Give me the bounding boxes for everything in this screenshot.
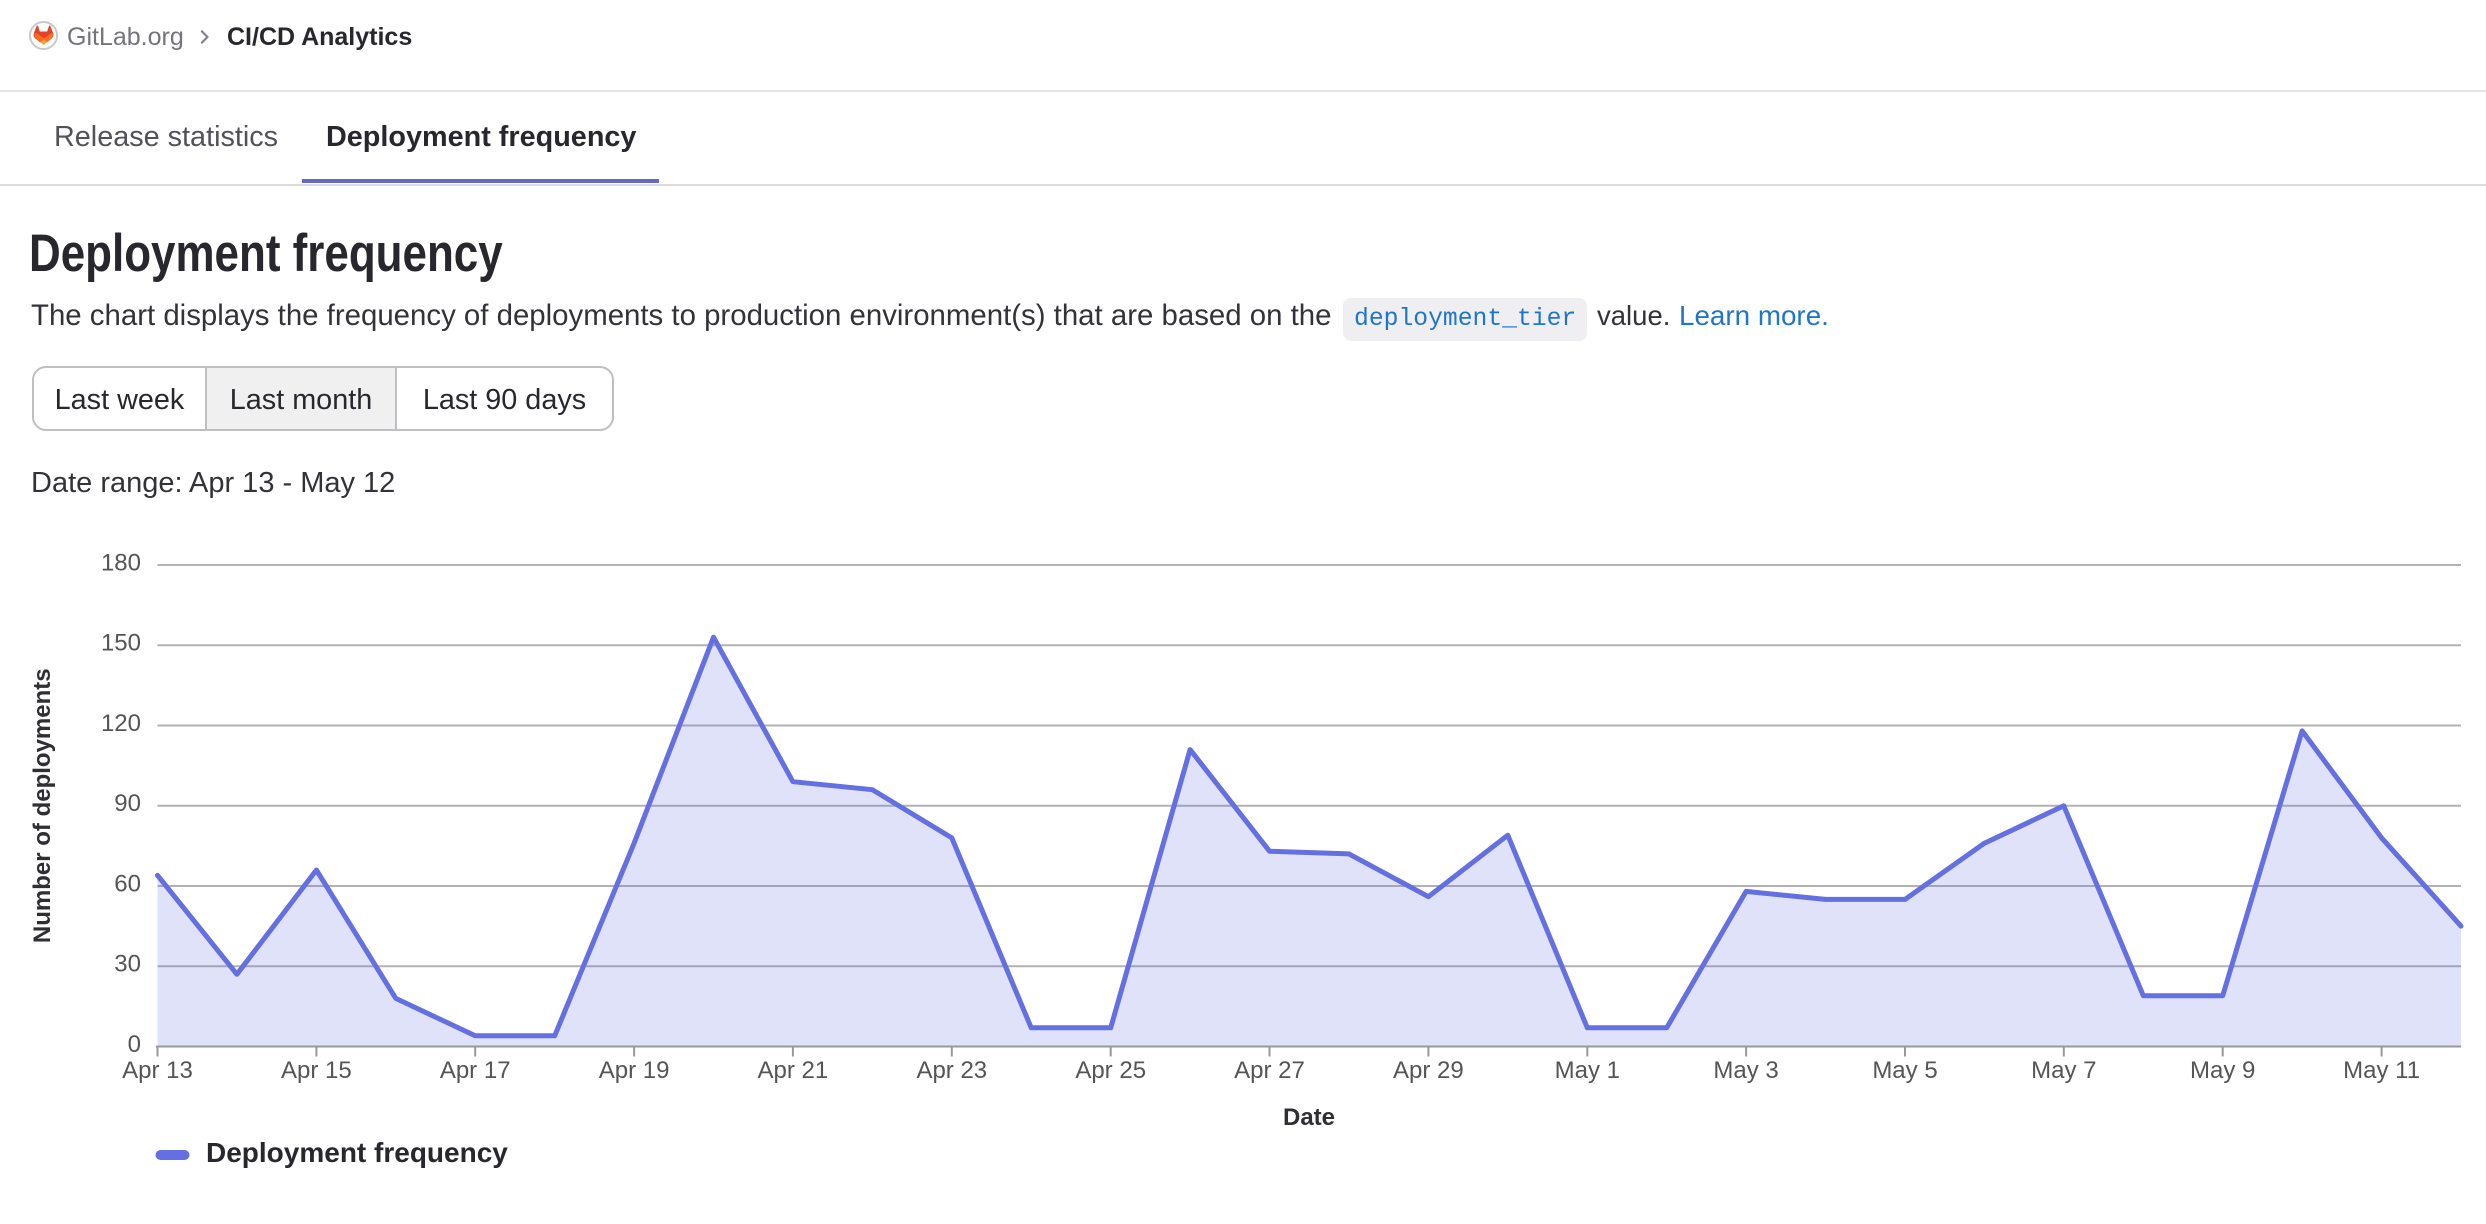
svg-text:Apr 23: Apr 23 <box>916 1057 987 1084</box>
svg-text:Deployment frequency: Deployment frequency <box>206 1137 508 1168</box>
svg-text:May 7: May 7 <box>2031 1057 2096 1084</box>
svg-text:90: 90 <box>114 790 141 817</box>
svg-text:Apr 27: Apr 27 <box>1234 1057 1305 1084</box>
svg-text:Date: Date <box>1283 1104 1335 1131</box>
svg-text:May 5: May 5 <box>1872 1057 1937 1084</box>
svg-text:May 1: May 1 <box>1555 1057 1620 1084</box>
svg-text:Apr 15: Apr 15 <box>281 1057 352 1084</box>
svg-text:0: 0 <box>128 1031 141 1058</box>
svg-text:Apr 19: Apr 19 <box>599 1057 670 1084</box>
svg-text:Apr 29: Apr 29 <box>1393 1057 1464 1084</box>
svg-text:Apr 17: Apr 17 <box>440 1057 511 1084</box>
svg-text:150: 150 <box>101 630 141 657</box>
svg-text:60: 60 <box>114 871 141 898</box>
svg-text:May 11: May 11 <box>2343 1057 2420 1084</box>
svg-text:30: 30 <box>114 951 141 978</box>
svg-text:Apr 13: Apr 13 <box>122 1057 193 1084</box>
svg-text:180: 180 <box>101 550 141 577</box>
svg-text:May 9: May 9 <box>2190 1057 2255 1084</box>
svg-text:May 3: May 3 <box>1713 1057 1778 1084</box>
svg-text:Apr 25: Apr 25 <box>1075 1057 1146 1084</box>
svg-text:Number of deployments: Number of deployments <box>29 668 56 943</box>
svg-text:120: 120 <box>101 710 141 737</box>
svg-text:Apr 21: Apr 21 <box>758 1057 829 1084</box>
